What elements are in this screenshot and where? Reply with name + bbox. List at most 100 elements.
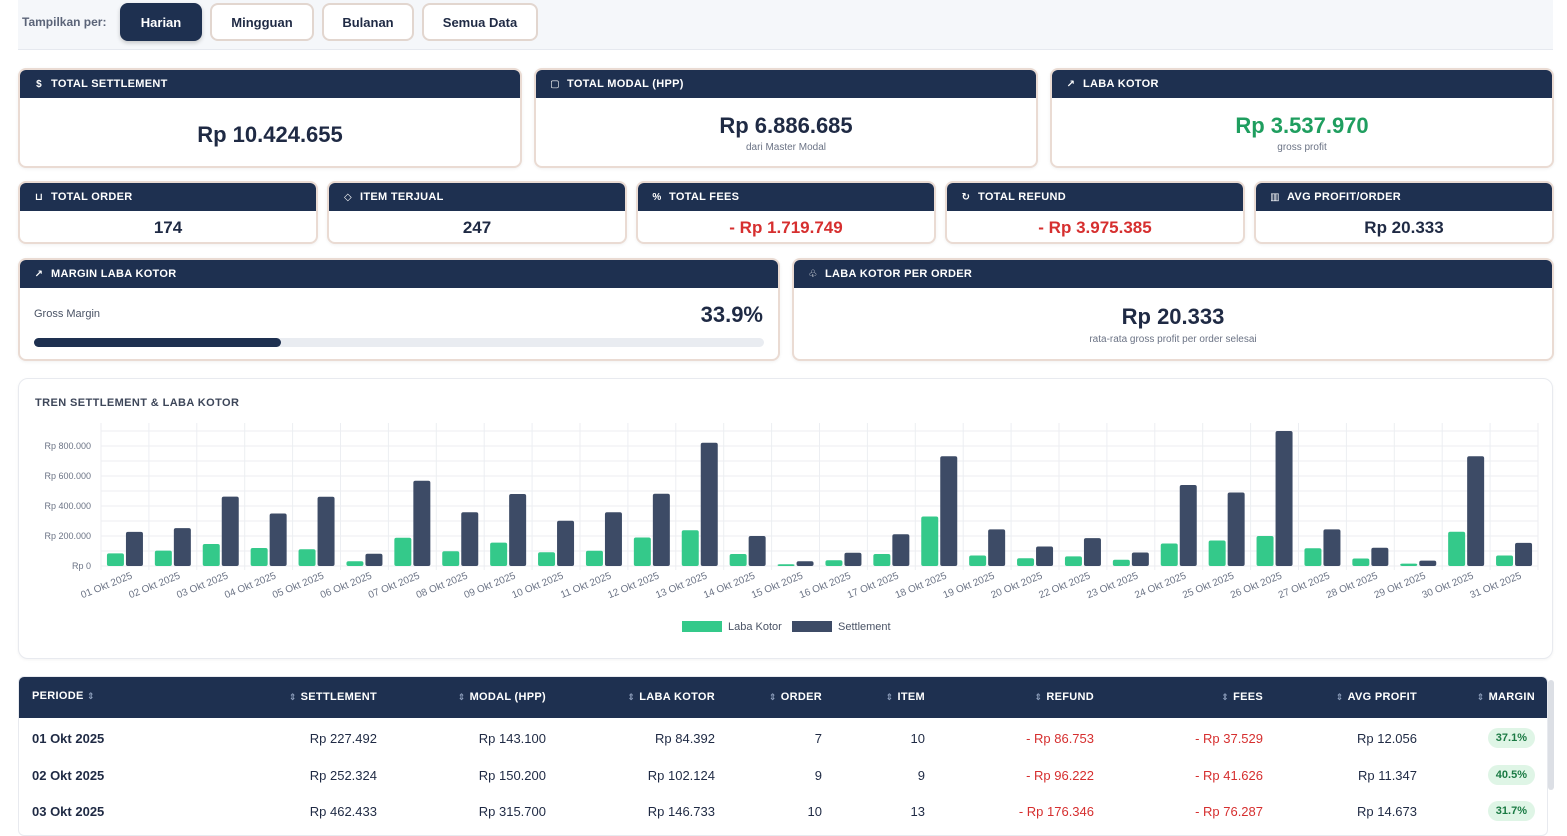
cart-icon: ⊔ — [34, 191, 44, 203]
sort-icon: ⇕ — [768, 692, 777, 702]
bar-laba-kotor — [346, 561, 364, 566]
item-cell: 13 — [910, 804, 925, 819]
th-periode[interactable]: PERIODE ⇕ — [32, 690, 95, 702]
th-avg-profit[interactable]: ⇕ AVG PROFIT — [1335, 691, 1417, 703]
laba-kotor-card: ↗ LABA KOTOR Rp 3.537.970 gross profit — [1050, 68, 1554, 168]
sort-icon: ⇕ — [86, 691, 95, 701]
item-terjual-card: ◇ ITEM TERJUAL 247 — [327, 181, 627, 244]
total-fees-card: % TOTAL FEES - Rp 1.719.749 — [636, 181, 936, 244]
refresh-icon: ↻ — [961, 191, 971, 203]
periode-cell: 03 Okt 2025 — [32, 804, 105, 819]
th-modal[interactable]: ⇕ MODAL (HPP) — [457, 691, 546, 703]
x-tick-label: 17 Okt 2025 — [846, 570, 901, 601]
bar-laba-kotor — [921, 516, 939, 566]
bar-laba-kotor — [825, 560, 843, 566]
bar-settlement — [748, 536, 766, 566]
sort-icon: ⇕ — [1335, 692, 1344, 702]
bar-settlement — [269, 513, 287, 566]
x-tick-label: 30 Okt 2025 — [1421, 570, 1476, 601]
total-order-value: 174 — [153, 218, 183, 237]
th-fees[interactable]: ⇕ FEES — [1221, 691, 1263, 703]
th-settlement[interactable]: ⇕ SETTLEMENT — [288, 691, 377, 703]
laba-per-order-sub: rata-rata gross profit per order selesai — [1089, 334, 1257, 345]
bar-laba-kotor — [154, 550, 172, 566]
bar-laba-kotor — [250, 548, 268, 566]
laba-kotor-cell: Rp 84.392 — [655, 731, 715, 746]
x-tick-label: 26 Okt 2025 — [1229, 570, 1284, 601]
bar-settlement — [413, 480, 431, 566]
filter-mingguan-button[interactable]: Mingguan — [210, 3, 314, 41]
bar-laba-kotor — [1017, 558, 1035, 566]
filter-harian-button[interactable]: Harian — [120, 3, 202, 41]
item-cell: 9 — [917, 767, 925, 783]
bar-laba-kotor — [681, 530, 699, 566]
bar-settlement — [604, 512, 622, 566]
bar-laba-kotor — [1208, 540, 1226, 566]
percent-icon: % — [652, 191, 662, 203]
th-item[interactable]: ⇕ ITEM — [885, 691, 925, 703]
bar-settlement — [365, 553, 383, 566]
total-modal-sub: dari Master Modal — [745, 142, 827, 153]
x-tick-label: 19 Okt 2025 — [942, 570, 997, 601]
bar-settlement — [509, 494, 527, 566]
margin-progress-fill — [34, 338, 282, 347]
th-order[interactable]: ⇕ ORDER — [768, 691, 822, 703]
bar-laba-kotor — [729, 554, 747, 566]
bar-settlement — [1467, 456, 1485, 566]
x-tick-label: 23 Okt 2025 — [1085, 570, 1140, 601]
bar-settlement — [1036, 546, 1054, 566]
y-tick-label: Rp 400.000 — [44, 501, 91, 511]
chart-title: TREN SETTLEMENT & LABA KOTOR — [35, 397, 240, 409]
table-scrollbar[interactable] — [1548, 680, 1554, 790]
bar-laba-kotor — [969, 555, 987, 566]
order-cell: 9 — [814, 767, 822, 783]
bar-laba-kotor — [1112, 559, 1130, 566]
th-margin[interactable]: ⇕ MARGIN — [1476, 691, 1535, 703]
bar-laba-kotor — [1160, 543, 1178, 566]
laba-kotor-value: Rp 3.537.970 — [1235, 113, 1369, 138]
sort-icon: ⇕ — [1034, 692, 1043, 702]
hand-coin-icon: ♧ — [808, 268, 818, 280]
table-row[interactable]: 03 Okt 2025 Rp 462.433 Rp 315.700 Rp 146.73… — [19, 793, 1547, 829]
filter-bulanan-button[interactable]: Bulanan — [322, 3, 414, 41]
legend-label: Laba Kotor — [728, 621, 782, 633]
bar-settlement — [461, 512, 479, 566]
total-refund-card: ↻ TOTAL REFUND - Rp 3.975.385 — [945, 181, 1245, 244]
bar-laba-kotor — [1448, 531, 1466, 566]
x-tick-label: 25 Okt 2025 — [1181, 570, 1236, 601]
x-tick-label: 14 Okt 2025 — [702, 570, 757, 601]
legend-swatch — [682, 621, 722, 632]
y-tick-label: Rp 800.000 — [44, 441, 91, 451]
bar-settlement — [221, 496, 239, 566]
sort-icon: ⇕ — [457, 692, 466, 702]
periode-cell: 01 Okt 2025 — [32, 731, 105, 746]
card-title: TOTAL REFUND — [978, 191, 1066, 203]
periode-cell: 02 Okt 2025 — [32, 767, 105, 783]
bar-settlement — [317, 496, 335, 566]
avg-profit-card: ▥ AVG PROFIT/ORDER Rp 20.333 — [1254, 181, 1554, 244]
sort-icon: ⇕ — [1221, 692, 1230, 702]
bar-laba-kotor — [1352, 558, 1370, 566]
x-tick-label: 16 Okt 2025 — [798, 570, 853, 601]
laba-per-order-card: ♧ LABA KOTOR PER ORDER Rp 20.333 rata-rat… — [792, 258, 1554, 361]
periode-table: PERIODE ⇕ ⇕ SETTLEMENT ⇕ MODAL (HPP) ⇕ LABA… — [18, 676, 1548, 836]
total-settlement-card: $ TOTAL SETTLEMENT Rp 10.424.655 — [18, 68, 522, 168]
th-refund[interactable]: ⇕ REFUND — [1034, 691, 1094, 703]
table-row[interactable]: 01 Okt 2025 Rp 227.492 Rp 143.100 Rp 84.392… — [19, 720, 1547, 756]
filter-semua-data-button[interactable]: Semua Data — [422, 3, 538, 41]
bar-settlement — [652, 493, 670, 566]
refund-cell: - Rp 86.753 — [1026, 731, 1094, 746]
total-modal-card: ▢ TOTAL MODAL (HPP) Rp 6.886.685 dari Mas… — [534, 68, 1038, 168]
tag-icon: ◇ — [344, 191, 352, 203]
bar-laba-kotor — [1400, 563, 1418, 566]
item-terjual-value: 247 — [462, 218, 492, 237]
bar-laba-kotor — [442, 551, 460, 566]
bar-settlement — [1179, 485, 1197, 566]
x-tick-label: 28 Okt 2025 — [1325, 570, 1380, 601]
x-tick-label: 12 Okt 2025 — [606, 570, 661, 601]
bar-settlement — [1419, 560, 1437, 566]
th-laba-kotor[interactable]: ⇕ LABA KOTOR — [627, 691, 715, 703]
table-row[interactable]: 02 Okt 2025 Rp 252.324 Rp 150.200 Rp 102.12… — [19, 757, 1547, 793]
total-fees-value: - Rp 1.719.749 — [729, 218, 843, 237]
x-tick-label: 04 Okt 2025 — [223, 570, 278, 601]
